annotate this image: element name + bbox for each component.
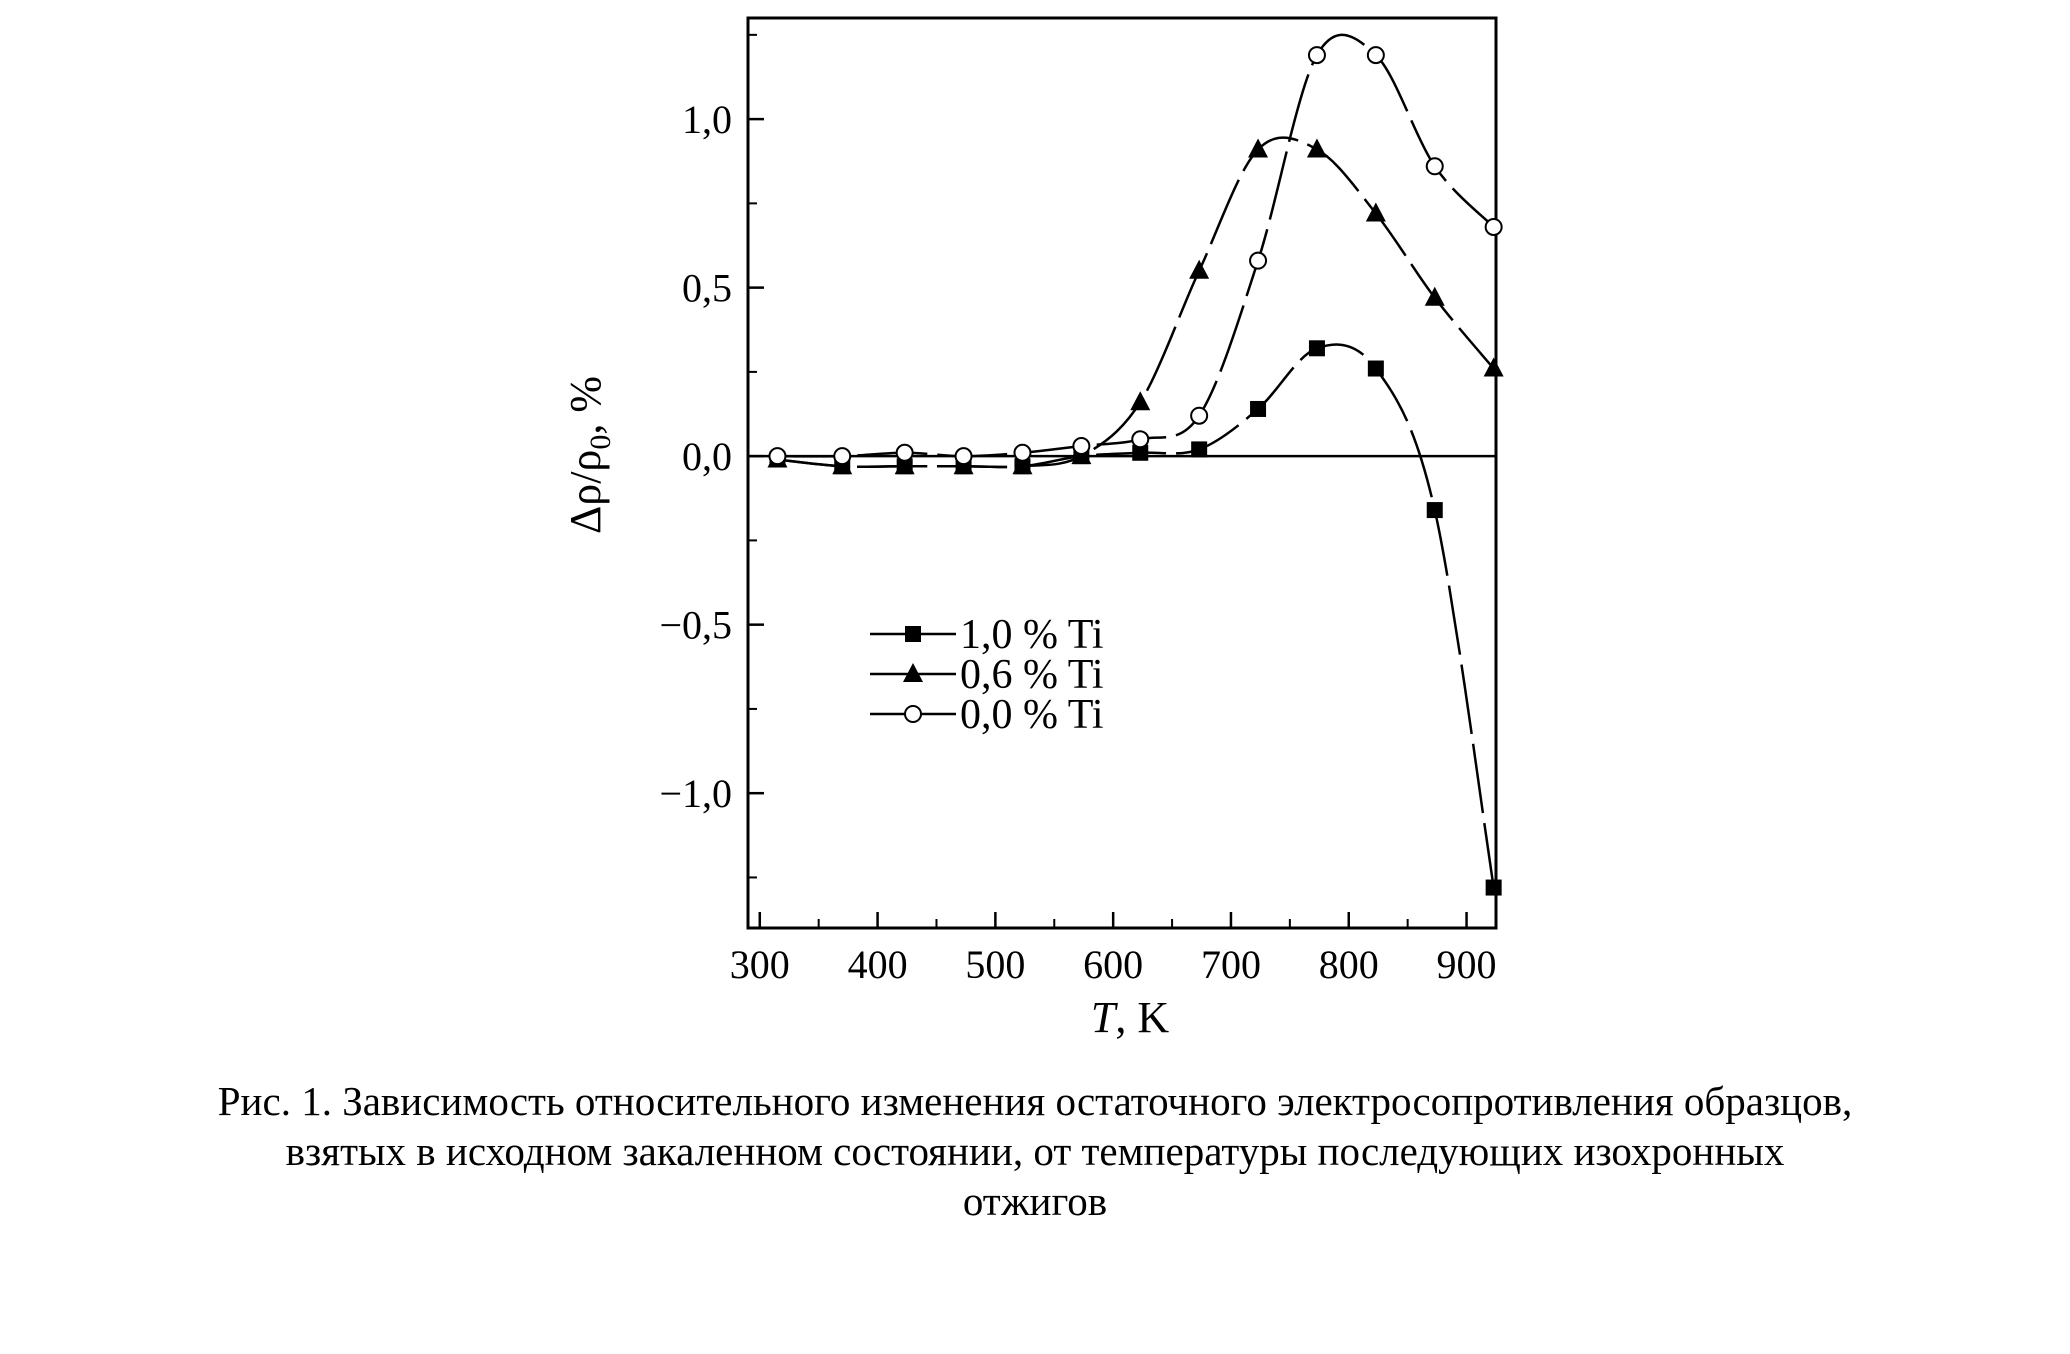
data-point bbox=[894, 455, 915, 475]
legend-label: 1,0 % Ti bbox=[960, 612, 1104, 658]
x-tick-label: 900 bbox=[1437, 942, 1497, 987]
data-point bbox=[1012, 455, 1033, 475]
series-line-3 bbox=[777, 33, 1495, 458]
data-point bbox=[1072, 437, 1091, 456]
data-point bbox=[1130, 391, 1151, 411]
y-tick-label: −1,0 bbox=[659, 771, 732, 816]
data-point bbox=[1483, 357, 1504, 377]
data-point bbox=[1306, 138, 1327, 158]
series-line-2 bbox=[777, 136, 1495, 469]
data-point bbox=[1484, 217, 1503, 236]
data-point bbox=[1365, 202, 1386, 222]
x-tick-label: 500 bbox=[965, 942, 1025, 987]
data-point bbox=[1367, 360, 1384, 377]
data-point bbox=[1132, 444, 1149, 461]
data-point bbox=[768, 447, 787, 466]
y-axis-label: Δρ/ρ0, % bbox=[561, 376, 617, 534]
x-tick-label: 600 bbox=[1083, 942, 1143, 987]
data-point bbox=[1250, 400, 1267, 417]
plot-frame bbox=[746, 16, 1498, 930]
data-point bbox=[1485, 879, 1502, 896]
series-line-1 bbox=[777, 343, 1495, 888]
data-point bbox=[1249, 251, 1268, 270]
x-tick-label: 800 bbox=[1319, 942, 1379, 987]
resistivity-chart: 300 400 500 600 700 800 900 −1,0 −0,5 0,0 0,5 1,0 T,… bbox=[561, 16, 1504, 1042]
data-point bbox=[1424, 286, 1445, 306]
data-point bbox=[1131, 430, 1150, 449]
data-point bbox=[1013, 443, 1032, 462]
data-point bbox=[1248, 138, 1269, 158]
y-tick-label: 1,0 bbox=[682, 97, 732, 142]
y-tick-label: 0,0 bbox=[682, 434, 732, 479]
y-tick-label: 0,5 bbox=[682, 266, 732, 311]
x-axis-label: T, K bbox=[1091, 993, 1169, 1042]
legend-label: 0,6 % Ti bbox=[960, 652, 1104, 698]
caption-line-3: отжигов bbox=[962, 1178, 1108, 1224]
legend-marker bbox=[904, 705, 922, 723]
data-point bbox=[1191, 441, 1208, 458]
data-point bbox=[1189, 259, 1210, 279]
caption-line-1: Рис. 1. Зависимость относительного измен… bbox=[217, 1078, 1853, 1124]
data-point bbox=[1425, 157, 1444, 176]
legend-marker bbox=[905, 626, 921, 642]
data-point bbox=[1308, 340, 1325, 357]
caption-line-2: взятых в исходном закаленном состоянии, … bbox=[285, 1128, 1785, 1174]
x-tick-label: 300 bbox=[730, 942, 790, 987]
y-tick-label: −0,5 bbox=[659, 603, 732, 648]
data-point bbox=[954, 447, 973, 466]
data-point bbox=[833, 447, 852, 466]
data-point bbox=[1426, 502, 1443, 519]
figure-caption: Рис. 1. Зависимость относительного измен… bbox=[0, 1076, 2070, 1226]
data-point bbox=[895, 443, 914, 462]
data-point bbox=[1190, 406, 1209, 425]
legend-label: 0,0 % Ti bbox=[960, 692, 1104, 738]
x-tick-label: 700 bbox=[1201, 942, 1261, 987]
x-tick-label: 400 bbox=[848, 942, 908, 987]
legend-marker bbox=[903, 663, 923, 682]
data-point bbox=[1366, 46, 1385, 65]
data-point bbox=[1307, 46, 1326, 65]
